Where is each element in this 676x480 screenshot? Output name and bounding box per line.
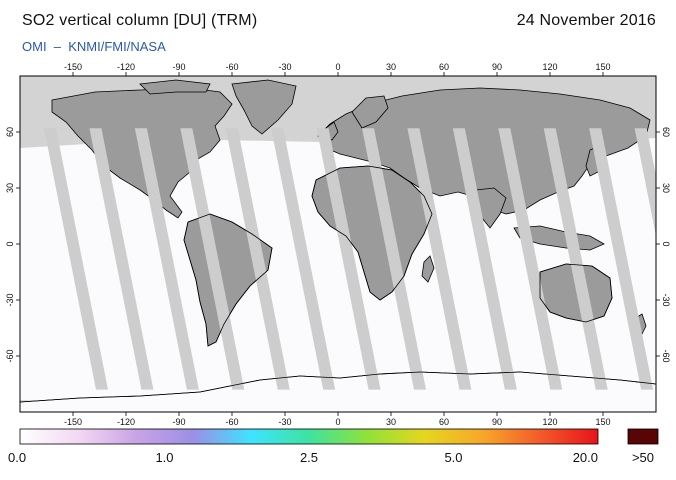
orbit-gap-stripe: [316, 128, 381, 390]
lon-tick-label-top: 90: [492, 62, 502, 72]
coast-antarctica: [20, 371, 656, 403]
orbit-gap-stripe: [89, 128, 154, 390]
coastlines: [20, 165, 656, 403]
orbit-gaps: [44, 128, 656, 390]
coast-africa: [311, 165, 433, 301]
colorbar-label: 20.0: [573, 450, 598, 465]
land-scandinavia: [351, 95, 389, 129]
orbit-gap-stripe: [225, 128, 290, 390]
colorbar-overflow-label: >50: [632, 450, 654, 465]
lat-tick-label-left: 60: [5, 127, 15, 137]
map-credit: OMI – KNMI/FMI/NASA: [22, 39, 166, 54]
colorbar-labels: 0.0 1.0 2.5 5.0 20.0 >50: [8, 450, 654, 465]
land-greenland: [231, 79, 297, 135]
map-date: 24 November 2016: [516, 12, 656, 29]
lat-tick-label-right: 0: [661, 241, 671, 246]
lon-tick-label-bottom: -90: [172, 417, 185, 427]
lon-tick-label-top: 60: [439, 62, 449, 72]
lat-tick-label-right: 30: [661, 183, 671, 193]
lon-tick-label-top: 0: [335, 62, 340, 72]
colorbar-label: 0.0: [8, 450, 26, 465]
lat-tick-label-right: -30: [661, 293, 671, 306]
colorbar-label: 2.5: [300, 450, 318, 465]
lon-tick-label-bottom: 120: [542, 417, 557, 427]
colorbar-overflow-swatch: [627, 428, 659, 445]
orbit-gap-stripe: [134, 128, 199, 390]
orbit-gap-stripe: [543, 128, 608, 390]
orbit-gap-stripe: [634, 128, 656, 236]
orbit-gap-stripe: [452, 128, 517, 390]
coast-australia: [539, 263, 613, 323]
orbit-gap-stripe: [589, 128, 654, 390]
lon-tick-label-bottom: -150: [64, 417, 82, 427]
longitude-ticks-top: -150 -120 -90 -60 -30 0 30 60 90 120 150: [64, 62, 611, 76]
map-area: [20, 76, 656, 412]
lon-tick-label-top: -60: [225, 62, 238, 72]
lon-tick-label-top: 120: [542, 62, 557, 72]
lon-tick-label-top: 150: [595, 62, 610, 72]
lon-tick-label-bottom: -60: [225, 417, 238, 427]
latitude-ticks-right: -60 -30 0 30 60: [656, 127, 671, 363]
lon-tick-label-bottom: 90: [492, 417, 502, 427]
land-madagascar: [421, 255, 435, 283]
orbit-gap-stripe: [498, 128, 563, 390]
orbit-gap-stripe: [407, 128, 472, 390]
lat-tick-label-left: -30: [5, 293, 15, 306]
colorbar-label: 1.0: [155, 450, 173, 465]
lon-tick-label-bottom: 60: [439, 417, 449, 427]
lat-tick-label-left: -60: [5, 349, 15, 362]
land-arctic-islands: [139, 79, 211, 95]
map-title: SO2 vertical column [DU] (TRM): [22, 12, 258, 29]
lon-tick-label-top: 30: [386, 62, 396, 72]
orbit-gap-stripe: [44, 128, 108, 390]
colorbar-label: 5.0: [444, 450, 462, 465]
longitude-ticks-bottom: -150 -120 -90 -60 -30 0 30 60 90 120 150: [64, 412, 611, 427]
colorbar: [19, 428, 599, 445]
orbit-gap-stripe: [362, 128, 426, 390]
lat-tick-label-left: 0: [5, 241, 15, 246]
lon-tick-label-top: -150: [64, 62, 82, 72]
lat-tick-label-right: 60: [661, 127, 671, 137]
lon-tick-label-bottom: -30: [278, 417, 291, 427]
orbit-gap-stripe: [271, 128, 336, 390]
coast-south-america: [183, 213, 273, 347]
lon-tick-label-bottom: 0: [335, 417, 340, 427]
lon-tick-label-bottom: 30: [386, 417, 396, 427]
lon-tick-label-top: -30: [278, 62, 291, 72]
latitude-ticks-left: -60 -30 0 30 60: [5, 127, 20, 363]
lon-tick-label-top: -90: [172, 62, 185, 72]
lon-tick-label-top: -120: [117, 62, 135, 72]
orbit-gap-stripe: [180, 128, 245, 390]
lon-tick-label-bottom: -120: [117, 417, 135, 427]
lon-tick-label-bottom: 150: [595, 417, 610, 427]
lat-tick-label-left: 30: [5, 183, 15, 193]
lat-tick-label-right: -60: [661, 349, 671, 362]
